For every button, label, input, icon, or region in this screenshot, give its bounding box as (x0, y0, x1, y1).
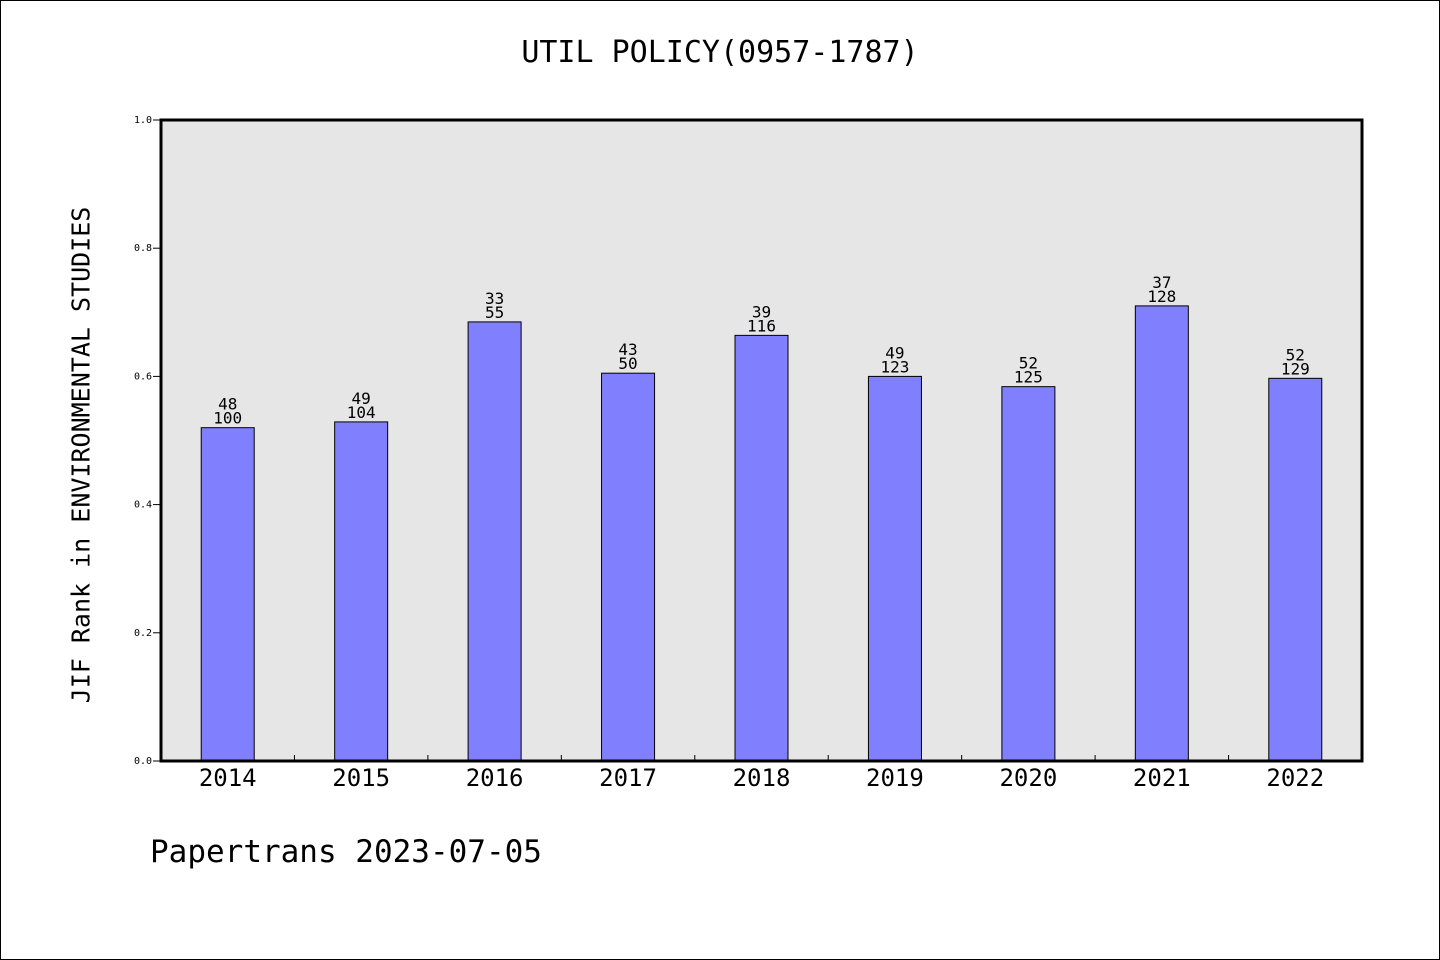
bar-total-label: 104 (347, 403, 376, 422)
bar (334, 421, 389, 762)
bar-total-label: 55 (485, 303, 504, 322)
chart-title: UTIL POLICY(0957-1787) (521, 35, 919, 70)
bar-rank-label: 33 (485, 289, 504, 308)
x-tick-label: 2021 (1133, 764, 1191, 792)
bar-total-label: 100 (213, 409, 242, 428)
bar-rank-label: 48 (218, 395, 237, 414)
x-tick-label: 2014 (199, 764, 257, 792)
bar-total-label: 125 (1014, 368, 1043, 387)
footer-credit: Papertrans 2023-07-05 (150, 834, 542, 870)
y-tick-label: 0.6 (134, 371, 152, 382)
x-tick-label: 2022 (1266, 764, 1324, 792)
bar (1134, 305, 1189, 762)
x-tick-label: 2016 (466, 764, 524, 792)
y-tick-label: 1.0 (134, 115, 152, 126)
bar-total-label: 129 (1281, 359, 1310, 378)
bar (467, 321, 522, 762)
y-tick-label: 0.0 (134, 756, 152, 767)
bar-rank-label: 52 (1286, 345, 1305, 364)
bar-rank-label: 43 (618, 340, 637, 359)
bar-total-label: 123 (880, 357, 909, 376)
bar (734, 334, 789, 762)
bar-total-label: 116 (747, 316, 776, 335)
bar-rank-label: 49 (885, 343, 904, 362)
bar-rank-label: 52 (1019, 354, 1038, 373)
y-tick-label: 0.4 (134, 500, 152, 511)
bar (1001, 386, 1056, 762)
y-tick-label: 0.2 (134, 628, 152, 639)
x-tick-label: 2015 (332, 764, 390, 792)
bar-rank-label: 49 (352, 389, 371, 408)
bar-rank-label: 39 (752, 302, 771, 321)
bar-rank-label: 37 (1152, 273, 1171, 292)
bar-total-label: 128 (1147, 287, 1176, 306)
bar (601, 372, 656, 762)
plot-border (159, 118, 1364, 763)
bar (1268, 377, 1323, 762)
bar (200, 427, 255, 762)
x-tick-label: 2020 (999, 764, 1057, 792)
bar-total-label: 50 (618, 354, 637, 373)
y-tick-label: 0.8 (134, 243, 152, 254)
x-tick-label: 2018 (733, 764, 791, 792)
bar (867, 375, 922, 762)
x-tick-label: 2019 (866, 764, 924, 792)
x-tick-label: 2017 (599, 764, 657, 792)
